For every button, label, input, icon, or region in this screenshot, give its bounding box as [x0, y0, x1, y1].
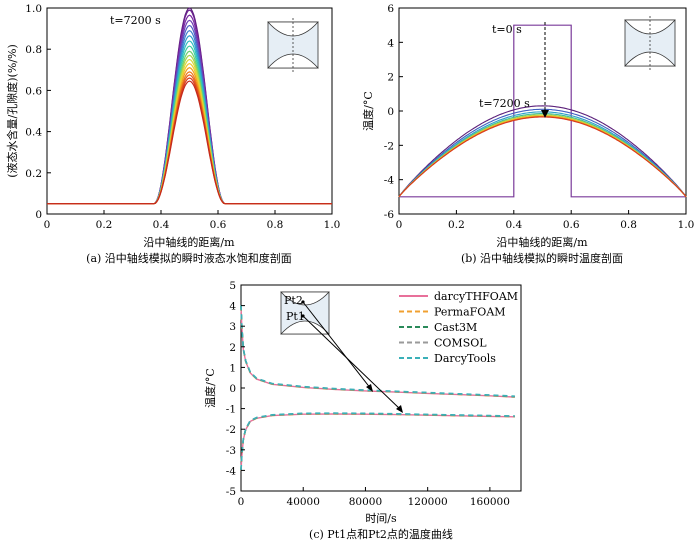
panel-b-x-tick-label: 0 [396, 219, 403, 231]
panel-b-y-tick-label: 0 [387, 106, 394, 118]
panel-c-y-tick-label: -3 [226, 445, 236, 457]
panel-c-label-pt2: Pt2 [284, 294, 303, 307]
panel-a: 0 0.2 0.4 0.6 0.8 1.0 0 0.2 0.4 0.6 0.8 1.0 t=7200 … [5, 3, 340, 265]
panel-a-x-tick-label: 0.4 [153, 219, 170, 231]
legend-label-permafoam: PermaFOAM [434, 306, 506, 319]
panel-a-x-axis-label: 沿中轴线的距离/m [143, 235, 235, 249]
panel-b: 0 0.2 0.4 0.6 0.8 1.0 -6 -4 -2 0 2 4 6 t=0 s t=7200 … [361, 3, 694, 265]
panel-b-x-tick-label: 1.0 [678, 219, 695, 231]
panel-c-x-axis-label: 时间/s [365, 512, 397, 525]
panel-a-y-axis-label: (液态水含量/孔隙度)(%/%) [5, 44, 19, 177]
panel-b-time-arrow [541, 22, 549, 118]
panel-b-initial-profile [399, 24, 686, 198]
panel-a-profile-line [47, 80, 332, 205]
panel-b-profile-line [398, 108, 687, 198]
panel-a-y-tick-label: 0.2 [25, 168, 42, 180]
panel-b-x-tick-label: 0.6 [563, 219, 580, 231]
panel-b-y-tick-label: -2 [384, 140, 394, 152]
panel-c-y-tick-label: 2 [229, 342, 236, 354]
panel-c-y-tick-label: 4 [229, 301, 236, 313]
panel-a-y-tick-label: 0.4 [25, 127, 42, 139]
panel-c-y-tick-label: -1 [226, 404, 236, 416]
panel-b-y-axis-label: 温度/°C [361, 91, 375, 131]
panel-a-caption: (a) 沿中轴线模拟的瞬时液态水饱和度剖面 [86, 251, 292, 265]
panel-c-y-tick-label: 5 [229, 280, 236, 292]
panel-b-y-tick-label: -4 [384, 175, 395, 187]
panel-c-x-tick-label: 160000 [470, 496, 510, 508]
panel-a-profile-line [47, 50, 332, 205]
panel-c-y-tick-label: -2 [226, 424, 236, 436]
panel-c-x-tick-label: 0 [238, 496, 245, 508]
panel-a-inset-icon [267, 18, 319, 72]
panel-c-pt2-curve-cast3m [240, 412, 515, 471]
panel-a-x-tick-label: 0.6 [210, 219, 227, 231]
legend-label-cast3m: Cast3M [434, 321, 477, 334]
panel-c-ticks: 0 40000 80000 120000 160000 -5 -4 -3 -2 -1 0 1 2 3 4 5 [226, 280, 510, 508]
panel-a-x-tick-label: 0 [44, 219, 51, 231]
panel-c-pt2-curve-comsol [240, 412, 515, 471]
panel-a-x-tick-label: 0.2 [96, 219, 113, 231]
panel-b-caption: (b) 沿中轴线模拟的瞬时温度剖面 [461, 251, 623, 265]
panel-b-x-axis-label: 沿中轴线的距离/m [496, 235, 588, 249]
panel-a-y-tick-label: 0.6 [25, 85, 42, 97]
panel-c-pointer-arrows [301, 300, 403, 413]
panel-c: 0 40000 80000 120000 160000-5-4-3-2-1012345 … [203, 280, 522, 541]
panel-c-pt2-curve-permafoam [240, 412, 515, 471]
legend-label-comsol: COMSOL [434, 337, 487, 350]
panel-c-label-pt1: Pt1 [286, 310, 305, 323]
panel-a-profile-line [47, 67, 332, 205]
legend-label-darcytools: DarcyTools [434, 352, 496, 365]
panel-b-y-tick-label: -6 [384, 209, 395, 221]
panel-a-profile-line [47, 71, 332, 205]
panel-c-x-tick-label: 120000 [408, 496, 448, 508]
panel-b-y-tick-label: 4 [387, 37, 394, 49]
panel-b-x-tick-label: 0.8 [620, 219, 637, 231]
panel-a-x-tick-label: 1.0 [324, 219, 341, 231]
legend-label-darcythfoam: darcyTHFOAM [434, 290, 518, 303]
panel-a-y-tick-label: 0.8 [25, 44, 42, 56]
panel-c-legend: darcyTHFOAM PermaFOAM Cast3M COMSOL DarcyToo… [399, 290, 518, 365]
panel-b-x-tick-label: 0.4 [505, 219, 522, 231]
panel-c-y-tick-label: 3 [229, 321, 236, 333]
panel-b-profile-line [398, 116, 687, 198]
panel-a-y-tick-label: 0 [35, 209, 42, 221]
panel-c-x-tick-label: 40000 [287, 496, 320, 508]
panel-c-curves [240, 305, 515, 471]
panel-c-y-axis-label: 温度/°C [203, 368, 217, 408]
panel-a-annotation: t=7200 s [110, 14, 161, 27]
panel-c-pt2-curve-darcythfoam [240, 413, 515, 471]
panel-b-x-tick-label: 0.2 [448, 219, 465, 231]
panel-a-ticks: 0 0.2 0.4 0.6 0.8 1.0 0 0.2 0.4 0.6 0.8 1.0 [25, 3, 340, 231]
panel-a-x-tick-label: 0.8 [267, 219, 284, 231]
panel-c-x-tick-label: 80000 [349, 496, 382, 508]
panel-a-profile-line [47, 74, 332, 205]
panel-c-pt1-curve-darcytools [240, 305, 515, 397]
panel-b-inset-icon [624, 16, 676, 70]
panel-a-profile-line [47, 77, 332, 205]
panel-b-profiles [398, 24, 687, 198]
panel-a-profiles [47, 7, 332, 205]
panel-c-y-tick-label: -4 [226, 465, 237, 477]
panel-c-inset-icon [280, 291, 330, 335]
panel-a-profile-line [47, 62, 332, 205]
panel-c-y-tick-label: 0 [229, 383, 236, 395]
panel-b-annotation-start: t=0 s [492, 23, 522, 36]
panel-a-y-tick-label: 1.0 [25, 3, 42, 15]
panel-c-pt2-curve-darcytools [240, 412, 515, 471]
panel-b-profile-line [398, 105, 687, 198]
panel-c-y-tick-label: -5 [226, 486, 236, 498]
panel-b-y-tick-label: 2 [387, 72, 394, 84]
panel-c-y-tick-label: 1 [229, 362, 236, 374]
panel-c-caption: (c) Pt1点和Pt2点的温度曲线 [309, 527, 453, 541]
panel-a-profile-line [47, 45, 332, 205]
panel-b-annotation-end: t=7200 s [479, 97, 530, 110]
panel-b-ticks: 0 0.2 0.4 0.6 0.8 1.0 -6 -4 -2 0 2 4 6 [384, 3, 695, 231]
panel-b-y-tick-label: 6 [387, 3, 394, 15]
